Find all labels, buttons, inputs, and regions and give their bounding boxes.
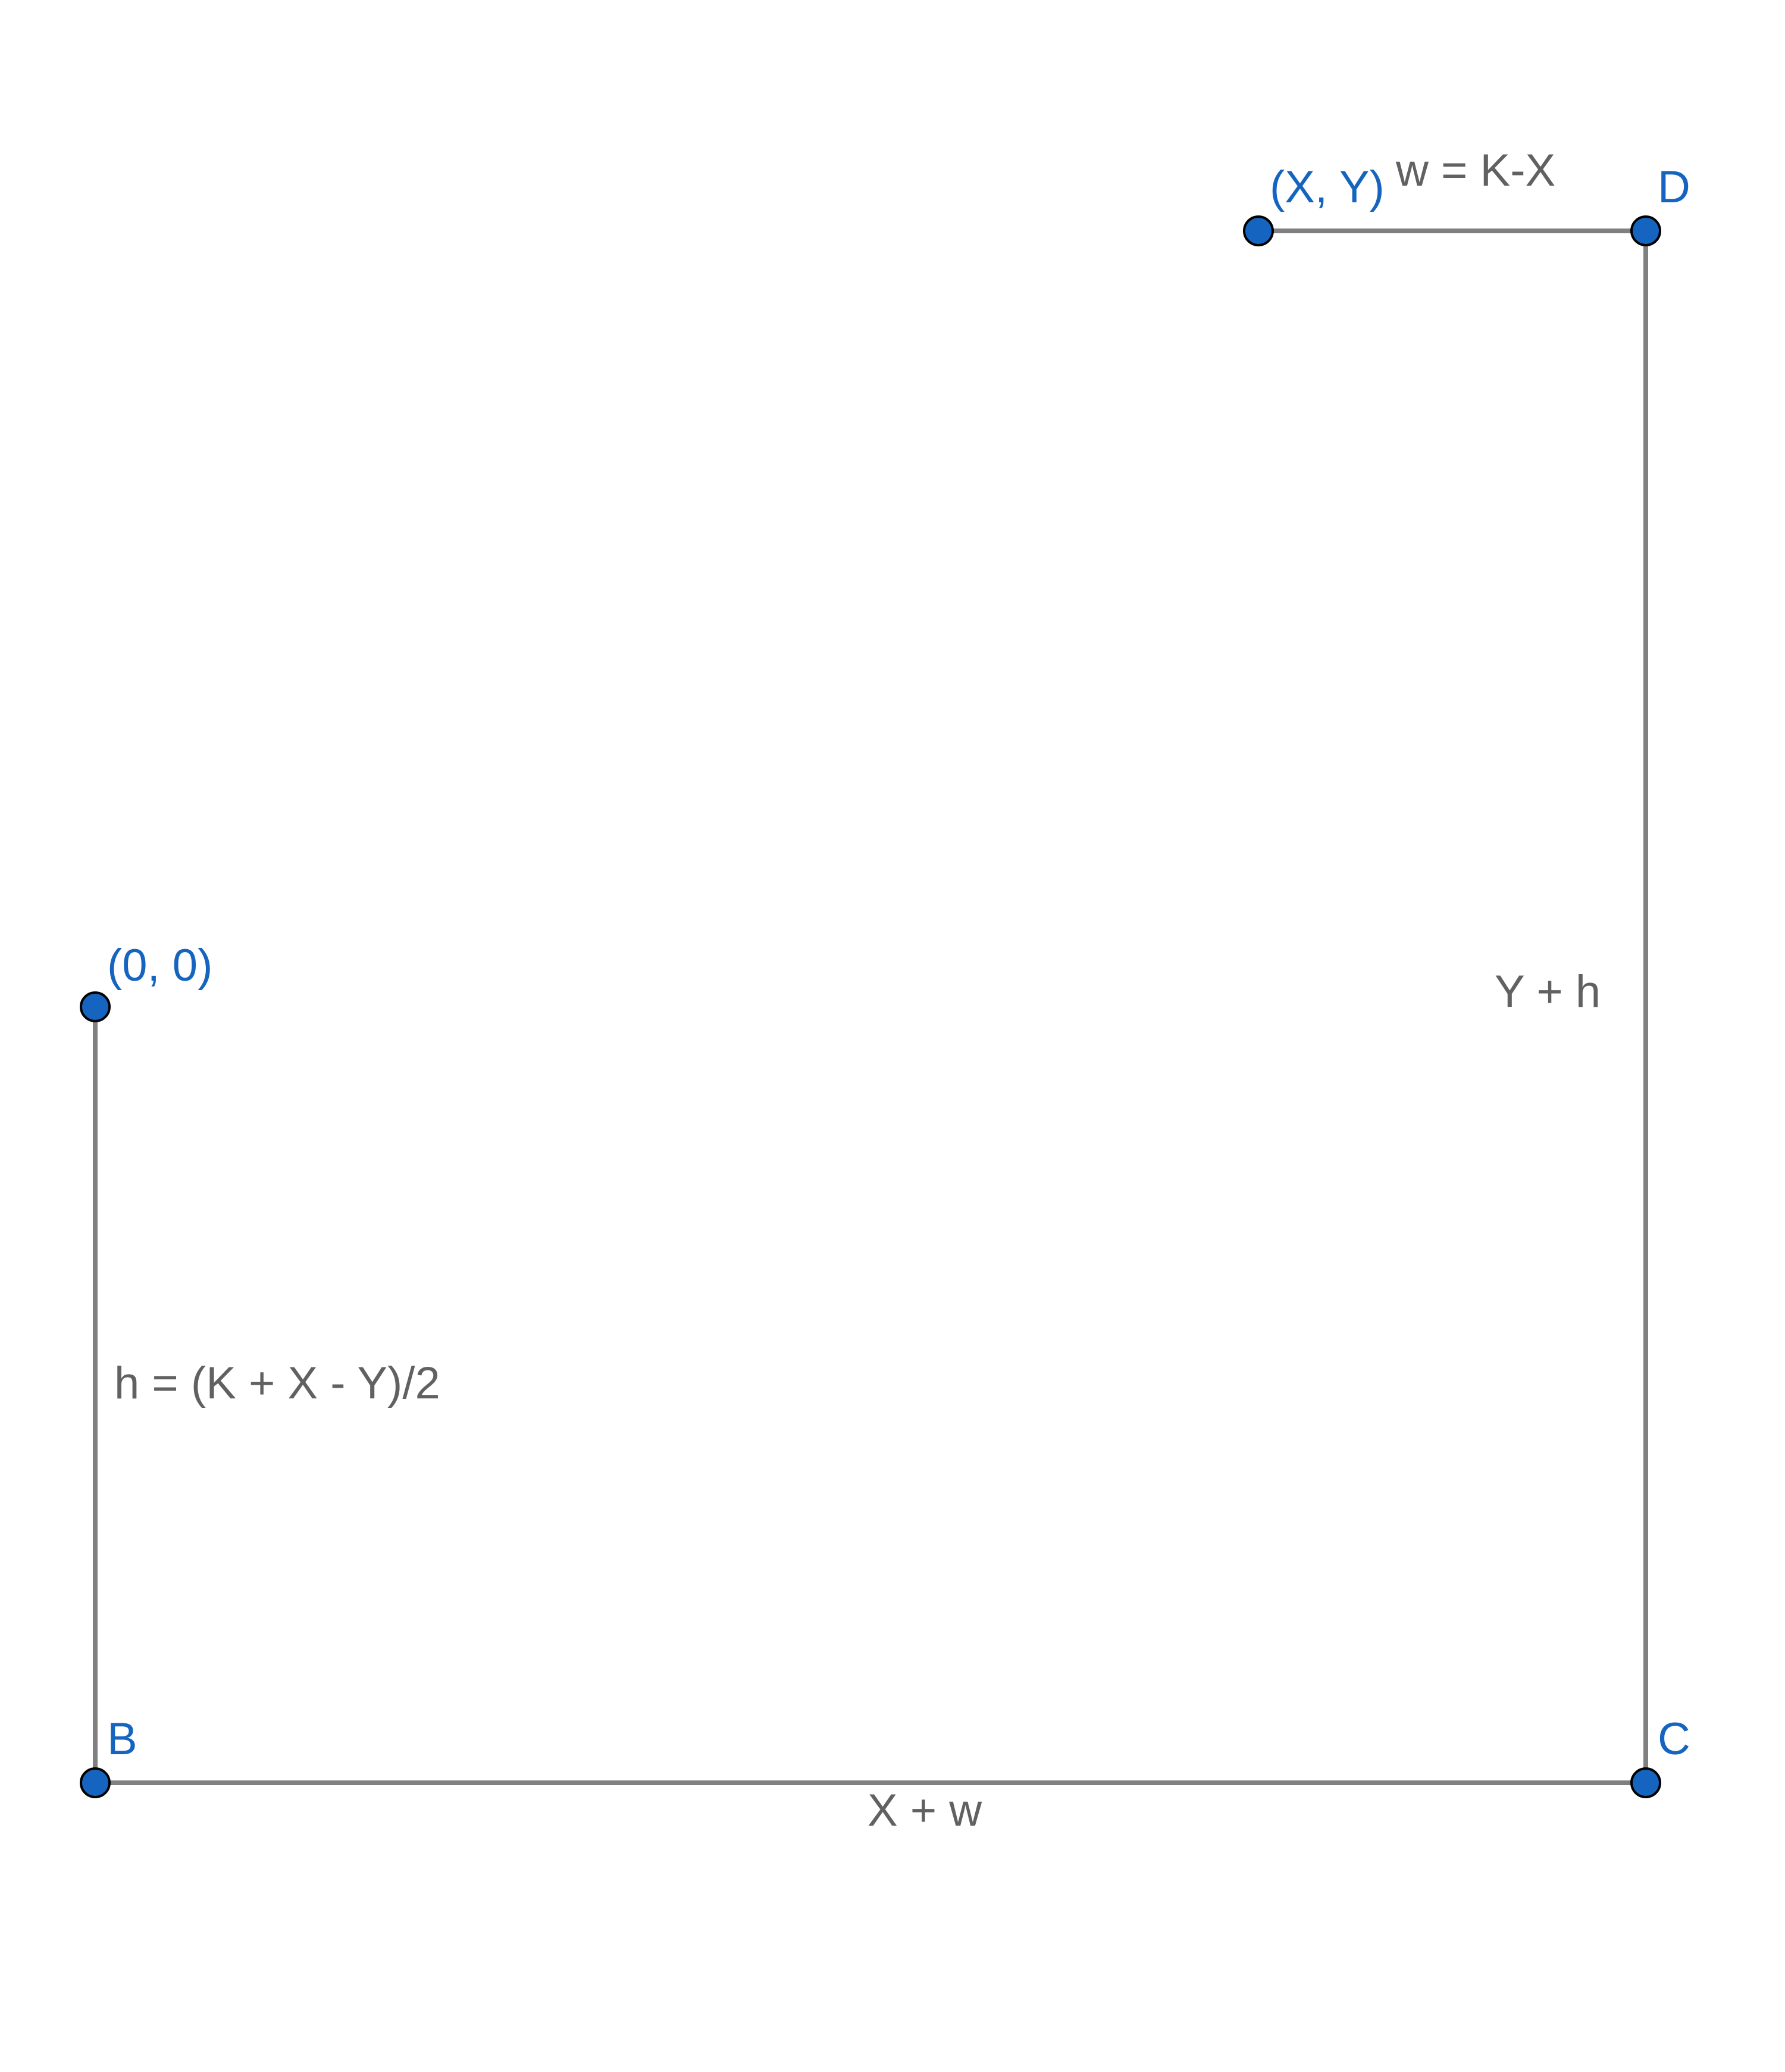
segment-c-to-d-label: Y + h	[1495, 966, 1601, 1017]
point-b[interactable]	[80, 1767, 111, 1798]
point-xy[interactable]	[1243, 215, 1274, 246]
point-origin-label: (0, 0)	[107, 940, 212, 991]
point-origin[interactable]	[80, 991, 111, 1022]
segment-b-to-c-label: X + w	[868, 1785, 982, 1836]
point-xy-label: (X, Y)	[1270, 162, 1385, 212]
point-b-label: B	[107, 1714, 137, 1764]
point-c[interactable]	[1630, 1767, 1661, 1798]
segment-xy-to-d-label: w = K-X	[1395, 145, 1555, 196]
point-d-label: D	[1658, 162, 1690, 212]
point-d[interactable]	[1630, 215, 1661, 246]
segment-origin-to-b-label: h = (K + X - Y)/2	[114, 1358, 440, 1409]
point-c-label: C	[1658, 1714, 1690, 1764]
